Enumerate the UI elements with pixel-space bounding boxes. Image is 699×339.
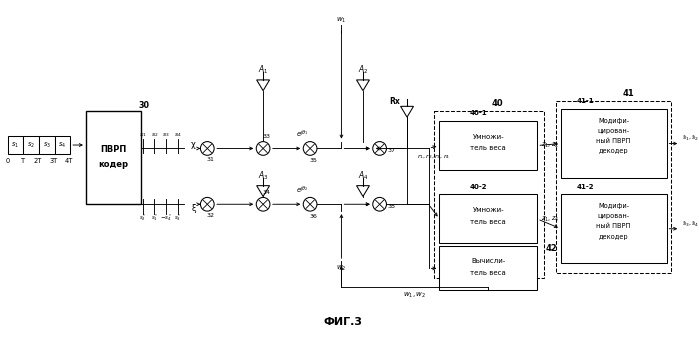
Text: ный ПВРП: ный ПВРП [596, 223, 630, 229]
Text: $A_3$: $A_3$ [258, 170, 268, 182]
Text: $s_1^*$: $s_1^*$ [150, 213, 158, 223]
Text: $z_1, z_4$: $z_1, z_4$ [541, 214, 559, 223]
Text: $s_2$: $s_2$ [150, 131, 158, 139]
Text: декодер: декодер [599, 234, 628, 240]
Text: 34: 34 [262, 190, 270, 195]
Polygon shape [356, 80, 370, 91]
Bar [86, 111, 140, 204]
Text: $r_1,r_2,r_3,r_4$: $r_1,r_2,r_3,r_4$ [417, 152, 450, 161]
Text: ξ: ξ [192, 204, 196, 213]
Bar [561, 195, 667, 263]
Bar [440, 246, 538, 291]
Text: 33: 33 [262, 134, 270, 139]
Circle shape [373, 142, 387, 155]
Circle shape [201, 197, 214, 211]
Text: Модифи-: Модифи- [598, 118, 629, 124]
Text: декодер: декодер [599, 148, 628, 154]
Bar [55, 136, 70, 154]
Text: χ: χ [191, 140, 196, 149]
Text: ный ПВРП: ный ПВРП [596, 138, 630, 144]
Text: T: T [21, 158, 25, 164]
Circle shape [257, 142, 270, 155]
Text: $s_2$: $s_2$ [27, 140, 35, 149]
Bar [556, 101, 672, 273]
Text: тель веса: тель веса [470, 270, 506, 276]
Text: $w_2$: $w_2$ [336, 263, 347, 273]
Text: цирован-: цирован- [598, 213, 630, 219]
Text: 2T: 2T [34, 158, 42, 164]
Text: $e^{j\theta_2}$: $e^{j\theta_2}$ [296, 185, 309, 196]
Bar [23, 136, 39, 154]
Text: $s_4$: $s_4$ [58, 140, 66, 149]
Text: $s_3$: $s_3$ [43, 140, 51, 149]
Polygon shape [257, 80, 270, 91]
Text: $A_4$: $A_4$ [358, 170, 368, 182]
Text: $s_3$: $s_3$ [162, 131, 170, 139]
Text: ФИГ.3: ФИГ.3 [324, 317, 363, 327]
Bar [561, 109, 667, 178]
Text: Rx: Rx [389, 97, 400, 106]
Text: 38: 38 [387, 204, 396, 209]
Bar [39, 136, 55, 154]
Text: 31: 31 [206, 157, 214, 162]
Text: кодер: кодер [99, 160, 129, 169]
Text: $w_1$: $w_1$ [336, 16, 347, 25]
Circle shape [303, 142, 317, 155]
Circle shape [373, 197, 387, 211]
Text: $\hat{s}_1,\hat{s}_2$: $\hat{s}_1,\hat{s}_2$ [682, 134, 699, 143]
Text: $s_1$: $s_1$ [139, 131, 147, 139]
Text: Модифи-: Модифи- [598, 203, 629, 209]
Circle shape [303, 197, 317, 211]
Text: 40-2: 40-2 [470, 184, 487, 190]
Bar [435, 111, 544, 278]
Text: $A_1$: $A_1$ [258, 64, 268, 76]
Text: Умножи-: Умножи- [473, 207, 504, 213]
Text: 41-2: 41-2 [577, 184, 594, 190]
Text: $s_4$: $s_4$ [174, 131, 182, 139]
Text: 41-1: 41-1 [577, 98, 594, 104]
Polygon shape [257, 186, 270, 196]
Text: 3T: 3T [50, 158, 58, 164]
Text: тель веса: тель веса [470, 219, 506, 225]
Polygon shape [401, 106, 414, 117]
Text: 40: 40 [491, 99, 503, 108]
Text: $\hat{s}_3,\hat{s}_4$: $\hat{s}_3,\hat{s}_4$ [682, 219, 699, 228]
Text: тель веса: тель веса [470, 145, 506, 152]
Text: Умножи-: Умножи- [473, 134, 504, 140]
Text: цирован-: цирован- [598, 128, 630, 134]
Text: $s_1$: $s_1$ [11, 140, 20, 149]
Text: ПВРП: ПВРП [100, 145, 127, 155]
Text: $-s_4^*$: $-s_4^*$ [160, 213, 173, 223]
Text: 35: 35 [309, 158, 317, 163]
Text: 32: 32 [206, 213, 214, 218]
Text: 4T: 4T [65, 158, 73, 164]
Text: $e^{j\theta_1}$: $e^{j\theta_1}$ [296, 129, 309, 140]
Text: 0: 0 [6, 158, 10, 164]
Text: $s_2^*$: $s_2^*$ [139, 213, 147, 223]
Text: 30: 30 [138, 101, 149, 110]
Circle shape [201, 142, 214, 155]
Polygon shape [356, 186, 370, 196]
Bar [8, 136, 23, 154]
Text: 41: 41 [622, 89, 634, 98]
Text: $z_1, z_2$: $z_1, z_2$ [541, 141, 559, 150]
Text: 40-1: 40-1 [470, 110, 487, 116]
Text: 42: 42 [545, 244, 557, 253]
Text: 36: 36 [309, 214, 317, 219]
Circle shape [257, 197, 270, 211]
Text: 37: 37 [387, 148, 396, 153]
Text: Вычисли-: Вычисли- [471, 258, 505, 264]
Text: $s_3^*$: $s_3^*$ [174, 213, 182, 223]
Text: $A_2$: $A_2$ [358, 64, 368, 76]
Bar [440, 121, 538, 170]
Bar [440, 195, 538, 243]
Text: $w_1, w_2$: $w_1, w_2$ [403, 291, 426, 300]
